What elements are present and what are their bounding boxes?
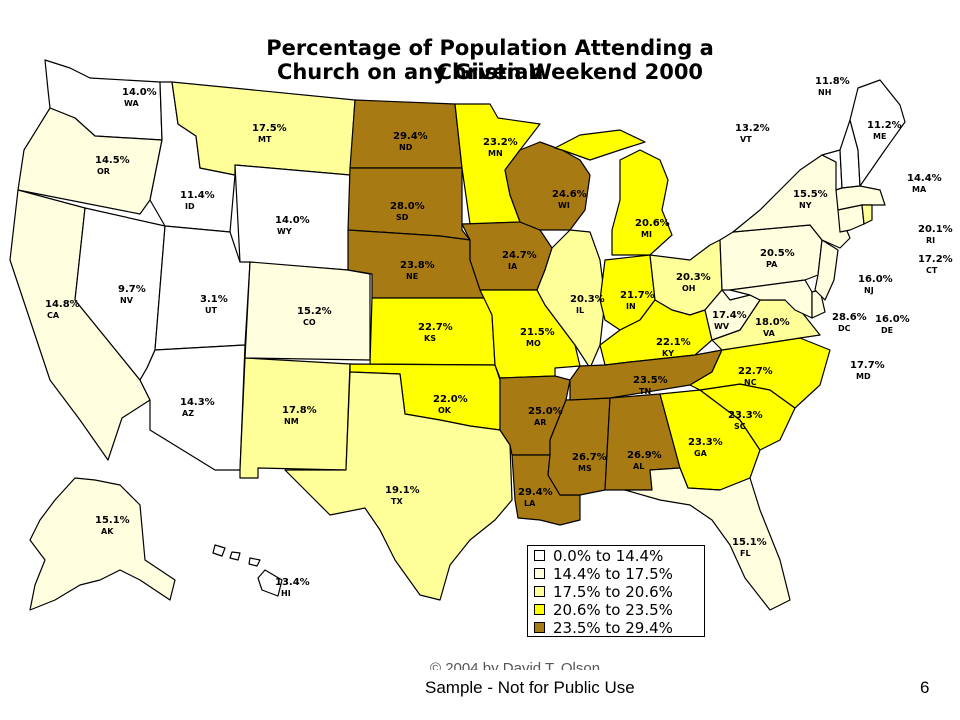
label-VT: 13.2% VT [735, 123, 770, 144]
legend-item-4: 20.6% to 23.5% [534, 600, 704, 619]
label-IL: 20.3% IL [570, 294, 605, 315]
state-MI [611, 149, 673, 256]
label-MD: 17.7% MD [850, 360, 885, 381]
label-AR: 25.0% AR [528, 406, 563, 427]
label-RI: 20.1% RI [918, 224, 953, 245]
state-CT [837, 204, 865, 233]
legend-label-2: 14.4% to 17.5% [553, 564, 673, 583]
state-HI-1 [212, 544, 226, 557]
label-MN: 23.2% MN [483, 137, 518, 158]
legend-swatch-4 [534, 604, 545, 615]
label-ID: 11.4% ID [180, 190, 215, 211]
state-RI [861, 204, 873, 225]
label-WV: 17.4% WV [712, 310, 747, 331]
state-UT [154, 225, 251, 351]
label-LA: 29.4% LA [518, 487, 553, 508]
label-GA: 23.3% GA [688, 437, 723, 458]
state-FL [624, 467, 791, 611]
label-KY: 22.1% KY [656, 337, 691, 358]
label-KS: 22.7% KS [418, 322, 453, 343]
label-IN: 21.7% IN [620, 290, 655, 311]
legend: 0.0% to 14.4% 14.4% to 17.5% 17.5% to 20… [527, 545, 705, 637]
label-TN: 23.5% TN [633, 375, 668, 396]
label-OH: 20.3% OH [676, 272, 711, 293]
label-CA: 14.8% CA [45, 299, 80, 320]
label-NM: 17.8% NM [282, 405, 317, 426]
label-AZ: 14.3% AZ [180, 397, 215, 418]
state-AK [29, 477, 176, 611]
label-CO: 15.2% CO [297, 306, 332, 327]
label-OR: 14.5% OR [95, 155, 130, 176]
label-OK: 22.0% OK [433, 394, 468, 415]
label-NY: 15.5% NY [793, 189, 828, 210]
state-ME [849, 79, 906, 187]
label-NC: 22.7% NC [738, 366, 773, 387]
state-CO [244, 261, 371, 361]
label-TX: 19.1% TX [385, 485, 420, 506]
legend-swatch-3 [534, 586, 545, 597]
label-NV: 9.7% NV [118, 284, 146, 305]
state-HI-2 [229, 551, 241, 561]
map-title-line-2: Church on any Given Weekend 2000 [276, 60, 704, 84]
label-ND: 29.4% ND [393, 131, 428, 152]
legend-swatch-2 [534, 568, 545, 579]
label-CT: 17.2% CT [918, 254, 953, 275]
legend-item-1: 0.0% to 14.4% [534, 546, 704, 565]
label-MI: 20.6% MI [635, 218, 670, 239]
label-VA: 18.0% VA [755, 317, 790, 338]
copyright-notice: © 2004 by David T. Olson [430, 660, 601, 670]
legend-swatch-1 [534, 550, 545, 561]
legend-label-4: 20.6% to 23.5% [553, 600, 673, 619]
label-FL: 15.1% FL [732, 537, 767, 558]
label-WY: 14.0% WY [275, 215, 310, 236]
label-SC: 23.3% SC [728, 410, 763, 431]
legend-item-3: 17.5% to 20.6% [534, 582, 704, 601]
map-title-line-1: Percentage of Population Attending a Chr… [266, 36, 714, 84]
label-SD: 28.0% SD [390, 201, 425, 222]
label-MT: 17.5% MT [252, 123, 287, 144]
page-number: 6 [920, 678, 930, 697]
legend-item-2: 14.4% to 17.5% [534, 564, 704, 583]
label-ME: 11.2% ME [867, 120, 902, 141]
legend-item-5: 23.5% to 29.4% [534, 618, 704, 637]
state-HI-4 [257, 569, 283, 597]
label-NE: 23.8% NE [400, 260, 435, 281]
label-UT: 3.1% UT [200, 294, 228, 315]
label-IA: 24.7% IA [502, 250, 537, 271]
legend-swatch-5 [534, 622, 545, 633]
label-WA: 14.0% WA [122, 87, 157, 108]
state-labels: 14.0% WA 14.5% OR 14.8% CA 9.7% NV 11.4% ID 1… [45, 76, 953, 598]
label-NJ: 16.0% NJ [858, 274, 893, 295]
state-TX [284, 371, 513, 601]
label-NH: 11.8% NH [815, 76, 850, 97]
legend-label-3: 17.5% to 20.6% [553, 582, 673, 601]
label-WI: 24.6% WI [552, 189, 587, 210]
label-AK: 15.1% AK [95, 515, 130, 536]
state-HI-3 [248, 557, 261, 567]
label-DE: 16.0% DE [875, 314, 910, 335]
label-MO: 21.5% MO [520, 327, 555, 348]
label-HI: 13.4% HI [275, 577, 310, 598]
legend-label-5: 23.5% to 29.4% [553, 618, 673, 637]
label-AL: 26.9% AL [627, 450, 662, 471]
legend-label-1: 0.0% to 14.4% [553, 546, 664, 565]
label-DC: 28.6% DC [832, 312, 867, 333]
sample-notice: Sample - Not for Public Use [425, 678, 635, 697]
state-MI-UP [554, 129, 646, 161]
label-PA: 20.5% PA [760, 248, 795, 269]
label-MS: 26.7% MS [572, 452, 607, 473]
label-MA: 14.4% MA [907, 173, 942, 194]
